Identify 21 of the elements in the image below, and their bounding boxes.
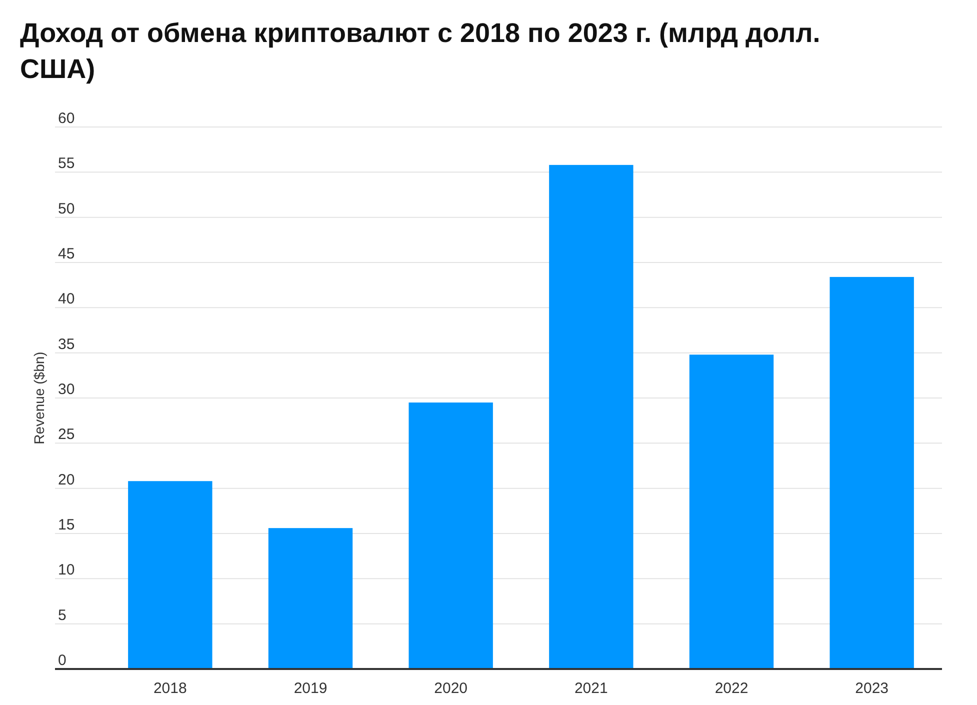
y-tick-label: 50 bbox=[58, 200, 75, 218]
y-tick-label: 60 bbox=[58, 110, 75, 127]
y-tick-label: 0 bbox=[58, 652, 66, 669]
y-tick-label: 5 bbox=[58, 606, 66, 624]
y-tick-label: 25 bbox=[58, 426, 75, 444]
y-tick-label: 55 bbox=[58, 155, 75, 172]
chart-title: Доход от обмена криптовалют с 2018 по 2023 г. (млрд долл. США) bbox=[20, 18, 820, 84]
y-tick-label: 30 bbox=[58, 381, 75, 398]
x-tick-label: 2022 bbox=[714, 680, 748, 697]
y-tick-label: 10 bbox=[58, 562, 75, 579]
y-tick-label: 45 bbox=[58, 246, 75, 262]
y-tick-label: 20 bbox=[58, 471, 75, 488]
x-tick-label: 2018 bbox=[153, 680, 187, 697]
y-tick-label: 35 bbox=[58, 336, 75, 353]
y-tick-label: 40 bbox=[58, 290, 75, 308]
x-tick-label: 2019 bbox=[294, 680, 328, 697]
x-tick-label: 2023 bbox=[855, 680, 889, 697]
x-tick-label: 2021 bbox=[574, 680, 608, 697]
y-tick-label: 15 bbox=[58, 516, 75, 534]
x-tick-label: 2020 bbox=[434, 680, 468, 697]
y-axis-title: Revenue ($bn) bbox=[31, 352, 47, 444]
